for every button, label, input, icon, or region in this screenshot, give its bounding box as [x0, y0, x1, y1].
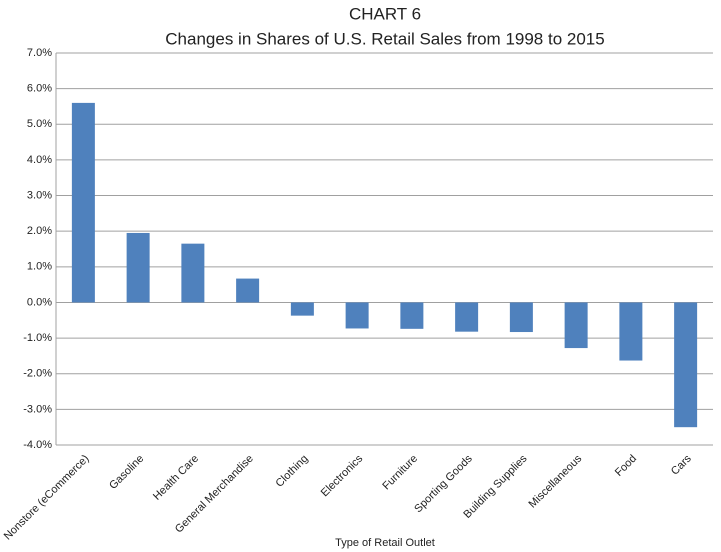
- bar: [236, 278, 260, 303]
- x-tick-label: Nonstore (eCommerce): [2, 453, 92, 543]
- bar: [345, 302, 369, 329]
- y-tick-label: 0.0%: [27, 296, 52, 308]
- y-tick-label: 5.0%: [27, 118, 52, 130]
- bar: [674, 302, 698, 428]
- y-tick-label: 6.0%: [27, 83, 52, 95]
- x-tick-label: Food: [613, 453, 639, 479]
- bar: [400, 302, 424, 329]
- bar: [290, 302, 314, 316]
- y-tick-label: 2.0%: [27, 225, 52, 237]
- x-tick-label: Gasoline: [107, 453, 146, 492]
- x-tick-label: Furniture: [380, 453, 420, 493]
- y-tick-label: 7.0%: [27, 47, 52, 59]
- bar: [181, 243, 205, 303]
- chart-subtitle: Changes in Shares of U.S. Retail Sales f…: [165, 29, 604, 48]
- y-tick-label: 3.0%: [27, 189, 52, 201]
- y-tick-label: -2.0%: [23, 368, 52, 380]
- y-tick-label: -1.0%: [23, 332, 52, 344]
- x-tick-label: Clothing: [274, 453, 311, 490]
- x-tick-label: Sporting Goods: [412, 452, 475, 515]
- x-tick-label: Health Care: [151, 453, 201, 503]
- x-tick-label: Cars: [669, 452, 694, 477]
- y-tick-label: 1.0%: [27, 261, 52, 273]
- x-tick-label: Electronics: [319, 452, 366, 499]
- chart-title: CHART 6: [349, 4, 421, 23]
- x-axis-label: Type of Retail Outlet: [335, 537, 435, 549]
- bar: [509, 302, 533, 333]
- bar: [126, 232, 150, 303]
- y-tick-label: 4.0%: [27, 154, 52, 166]
- bar: [455, 302, 479, 332]
- bar: [71, 102, 95, 303]
- x-tick-label: Miscellaneous: [527, 452, 585, 510]
- y-tick-label: -3.0%: [23, 403, 52, 415]
- bar: [564, 302, 588, 349]
- bar: [619, 302, 643, 361]
- y-tick-label: -4.0%: [23, 439, 52, 451]
